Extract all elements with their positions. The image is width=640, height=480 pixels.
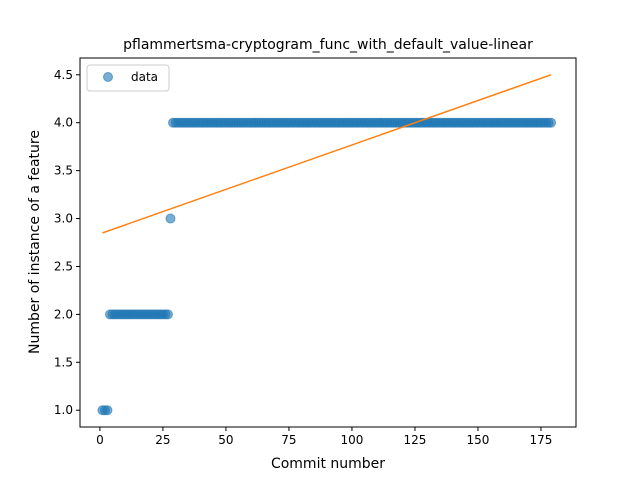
- x-tick-label: 25: [155, 433, 170, 447]
- y-tick-label: 2.0: [54, 307, 73, 321]
- legend-marker-data: [103, 72, 113, 82]
- plot-area: [97, 74, 557, 416]
- data-point: [546, 117, 557, 128]
- legend-box: [86, 64, 170, 92]
- y-tick-label: 2.5: [54, 259, 73, 273]
- data-point: [162, 309, 173, 320]
- x-tick-label: 150: [467, 433, 490, 447]
- x-tick-label: 75: [281, 433, 296, 447]
- x-tick-label: 175: [530, 433, 553, 447]
- x-tick-label: 100: [340, 433, 363, 447]
- legend-label-data: data: [131, 70, 158, 84]
- y-axis-label: Number of instance of a feature: [27, 130, 43, 354]
- y-tick-label: 3.5: [54, 164, 73, 178]
- plot-frame: [79, 57, 577, 428]
- y-tick-label: 3.0: [54, 212, 73, 226]
- legend: data: [86, 64, 170, 92]
- y-tick-label: 4.5: [54, 68, 73, 82]
- x-tick-label: 125: [403, 433, 426, 447]
- data-point: [102, 405, 113, 416]
- x-axis-label: Commit number: [271, 456, 385, 472]
- y-axis: 1.0 1.5 2.0 2.5 3.0 3.5 4.0 4.5: [54, 68, 80, 417]
- y-tick-label: 1.5: [54, 355, 73, 369]
- x-tick-label: 50: [218, 433, 233, 447]
- x-tick-label: 0: [96, 433, 104, 447]
- data-point: [165, 213, 176, 224]
- y-tick-label: 4.0: [54, 116, 73, 130]
- y-tick-label: 1.0: [54, 403, 73, 417]
- fit-line: [102, 74, 552, 234]
- chart-title: pflammertsma-cryptogram_func_with_defaul…: [123, 37, 533, 53]
- x-axis: 0 25 50 75 100 125 150 175: [96, 427, 552, 447]
